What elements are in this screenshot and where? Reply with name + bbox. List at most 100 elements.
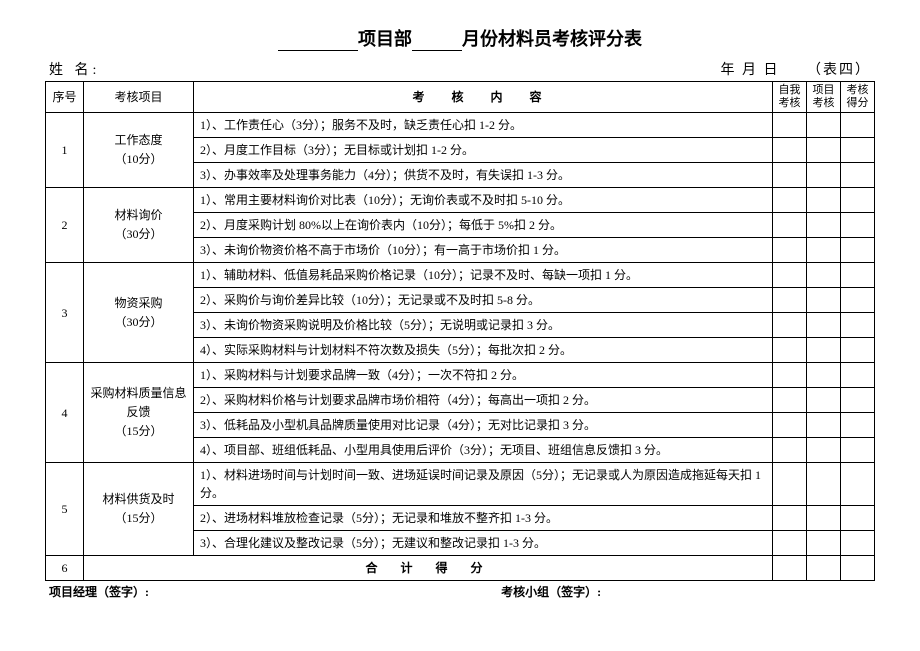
content-cell: 2）、进场材料堆放检查记录（5分）；无记录和堆放不整齐扣 1-3 分。	[194, 506, 773, 531]
seq-cell: 5	[46, 463, 84, 556]
score-cell	[807, 288, 841, 313]
footer-left: 项目经理（签字）:	[49, 583, 501, 600]
score-cell	[807, 506, 841, 531]
content-cell: 1）、常用主要材料询价对比表（10分）；无询价表或不及时扣 5-10 分。	[194, 188, 773, 213]
col-content-header: 考 核 内 容	[194, 82, 773, 113]
score-cell	[807, 238, 841, 263]
header-right: 年 月 日 （表四）	[721, 59, 872, 79]
total-seq-cell: 6	[46, 556, 84, 581]
title-part2: 月份材料员考核评分表	[462, 29, 642, 49]
score-cell	[773, 238, 807, 263]
content-cell: 4）、项目部、班组低耗品、小型用具使用后评价（3分）；无项目、班组信息反馈扣 3…	[194, 438, 773, 463]
score-cell	[841, 388, 875, 413]
title-part1: 项目部	[358, 29, 412, 49]
total-row: 6合 计 得 分	[46, 556, 875, 581]
score-cell	[807, 338, 841, 363]
score-cell	[807, 263, 841, 288]
score-cell	[807, 213, 841, 238]
score-cell	[807, 463, 841, 506]
category-cell: 采购材料质量信息反馈（15分）	[84, 363, 194, 463]
score-cell	[841, 438, 875, 463]
seq-cell: 1	[46, 113, 84, 188]
score-cell	[807, 388, 841, 413]
score-cell	[841, 313, 875, 338]
score-cell	[807, 313, 841, 338]
table-body: 1工作态度（10分）1）、工作责任心（3分）；服务不及时，缺乏责任心扣 1-2 …	[46, 113, 875, 581]
score-cell	[773, 531, 807, 556]
total-score-cell	[773, 556, 807, 581]
score-cell	[807, 163, 841, 188]
title-blank-dept	[278, 33, 358, 51]
score-cell	[841, 506, 875, 531]
score-l2: 得分	[847, 97, 869, 109]
score-cell	[773, 438, 807, 463]
score-cell	[773, 313, 807, 338]
score-cell	[807, 413, 841, 438]
content-cell: 3）、未询价物资采购说明及价格比较（5分）；无说明或记录扣 3 分。	[194, 313, 773, 338]
score-cell	[841, 463, 875, 506]
content-cell: 3）、低耗品及小型机具品牌质量使用对比记录（4分）；无对比记录扣 3 分。	[194, 413, 773, 438]
score-cell	[841, 338, 875, 363]
self-score-l1: 自我	[779, 84, 801, 96]
score-cell	[841, 531, 875, 556]
score-cell	[773, 338, 807, 363]
title-blank-month	[412, 33, 462, 51]
content-cell: 1）、工作责任心（3分）；服务不及时，缺乏责任心扣 1-2 分。	[194, 113, 773, 138]
score-cell	[773, 463, 807, 506]
self-score-l2: 考核	[779, 97, 801, 109]
name-label: 姓 名:	[49, 59, 100, 79]
score-cell	[773, 388, 807, 413]
score-cell	[841, 288, 875, 313]
col-seq-header: 序号	[46, 82, 84, 113]
total-score-cell	[841, 556, 875, 581]
category-cell: 工作态度（10分）	[84, 113, 194, 188]
score-cell	[773, 413, 807, 438]
score-cell	[807, 363, 841, 388]
content-cell: 4）、实际采购材料与计划材料不符次数及损失（5分）；每批次扣 2 分。	[194, 338, 773, 363]
score-cell	[773, 363, 807, 388]
col-score-header: 考核 得分	[841, 82, 875, 113]
score-cell	[807, 438, 841, 463]
score-cell	[841, 163, 875, 188]
score-cell	[841, 363, 875, 388]
content-cell: 1）、辅助材料、低值易耗品采购价格记录（10分）；记录不及时、每缺一项扣 1 分…	[194, 263, 773, 288]
table-header-row: 序号 考核项目 考 核 内 容 自我 考核 项目 考核 考核 得分	[46, 82, 875, 113]
footer-right: 考核小组（签字）:	[501, 583, 871, 600]
score-l1: 考核	[847, 84, 869, 96]
content-cell: 1）、采购材料与计划要求品牌一致（4分）；一次不符扣 2 分。	[194, 363, 773, 388]
content-cell: 3）、办事效率及处理事务能力（4分）；供货不及时，有失误扣 1-3 分。	[194, 163, 773, 188]
seq-cell: 4	[46, 363, 84, 463]
category-cell: 物资采购（30分）	[84, 263, 194, 363]
content-cell: 3）、未询价物资价格不高于市场价（10分）；有一高于市场价扣 1 分。	[194, 238, 773, 263]
col-category-header: 考核项目	[84, 82, 194, 113]
score-cell	[807, 138, 841, 163]
seq-cell: 3	[46, 263, 84, 363]
score-cell	[807, 188, 841, 213]
col-self-score-header: 自我 考核	[773, 82, 807, 113]
score-cell	[773, 506, 807, 531]
footer-row: 项目经理（签字）: 考核小组（签字）:	[45, 583, 875, 600]
seq-cell: 2	[46, 188, 84, 263]
table-row: 1工作态度（10分）1）、工作责任心（3分）；服务不及时，缺乏责任心扣 1-2 …	[46, 113, 875, 138]
score-cell	[841, 263, 875, 288]
score-cell	[807, 531, 841, 556]
score-cell	[773, 213, 807, 238]
score-cell	[773, 288, 807, 313]
content-cell: 2）、月度采购计划 80%以上在询价表内（10分）；每低于 5%扣 2 分。	[194, 213, 773, 238]
score-cell	[807, 113, 841, 138]
score-cell	[773, 138, 807, 163]
form-number: （表四）	[807, 63, 871, 78]
score-cell	[841, 113, 875, 138]
content-cell: 2）、采购价与询价差异比较（10分）；无记录或不及时扣 5-8 分。	[194, 288, 773, 313]
table-row: 4采购材料质量信息反馈（15分）1）、采购材料与计划要求品牌一致（4分）；一次不…	[46, 363, 875, 388]
score-cell	[841, 138, 875, 163]
table-row: 3物资采购（30分）1）、辅助材料、低值易耗品采购价格记录（10分）；记录不及时…	[46, 263, 875, 288]
content-cell: 1）、材料进场时间与计划时间一致、进场延误时间记录及原因（5分）；无记录或人为原…	[194, 463, 773, 506]
category-cell: 材料供货及时（15分）	[84, 463, 194, 556]
score-cell	[841, 238, 875, 263]
content-cell: 2）、月度工作目标（3分）；无目标或计划扣 1-2 分。	[194, 138, 773, 163]
score-cell	[773, 263, 807, 288]
table-row: 5材料供货及时（15分）1）、材料进场时间与计划时间一致、进场延误时间记录及原因…	[46, 463, 875, 506]
content-cell: 2）、采购材料价格与计划要求品牌市场价相符（4分）；每高出一项扣 2 分。	[194, 388, 773, 413]
assessment-table: 序号 考核项目 考 核 内 容 自我 考核 项目 考核 考核 得分 1工作态度（…	[45, 81, 875, 581]
